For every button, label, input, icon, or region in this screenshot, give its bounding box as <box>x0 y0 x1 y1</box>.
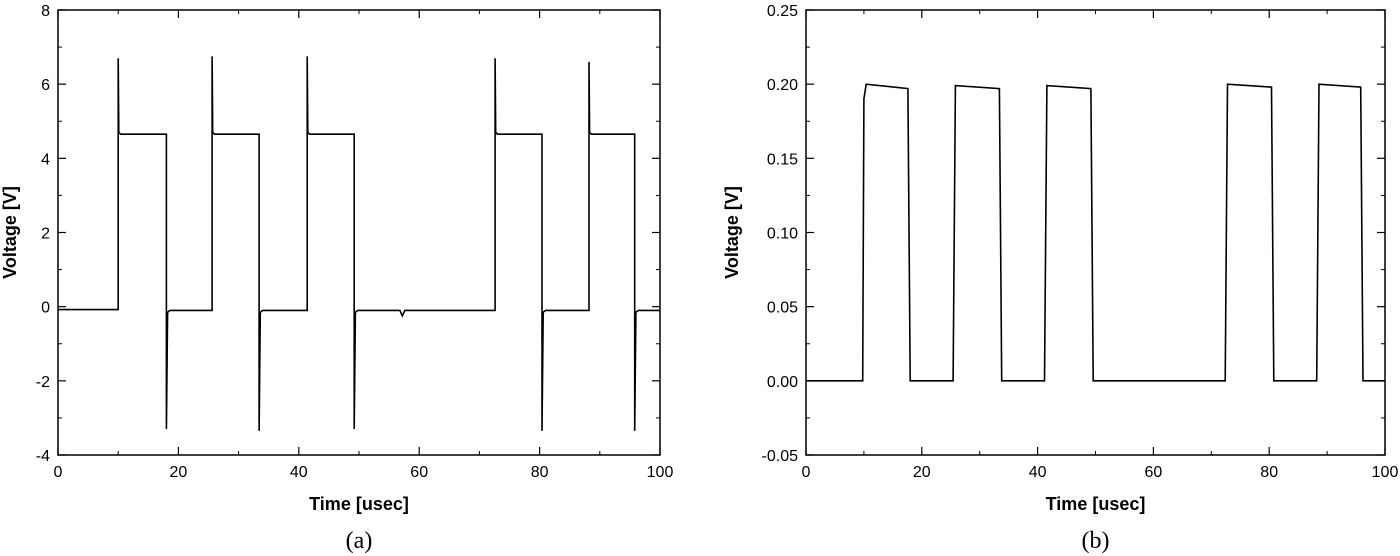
y-tick-label: -4 <box>36 448 50 465</box>
y-tick-label: 0.15 <box>767 151 798 168</box>
plot-frame <box>57 9 661 456</box>
x-tick-label: 60 <box>410 464 428 481</box>
x-tick-label: 40 <box>290 464 308 481</box>
y-tick-label: 6 <box>41 77 50 94</box>
x-tick-label: 80 <box>531 464 549 481</box>
x-tick-label: 60 <box>1145 464 1163 481</box>
panel-a: 0 20 40 60 80 100 -4 -2 0 2 4 6 8 Time [usec] Voltage … <box>0 3 673 554</box>
series-line <box>58 56 660 431</box>
x-tick-label: 20 <box>170 464 188 481</box>
panel-b: 0 20 40 60 80 100 -0.05 0.00 0.05 0.10 0.15 0.20 0.2… <box>722 3 1398 554</box>
y-tick-label: 0 <box>41 300 50 317</box>
x-tick-label: 80 <box>1260 464 1278 481</box>
y-tick-label: 4 <box>41 151 50 168</box>
x-tick-label: 100 <box>1372 464 1399 481</box>
x-axis-title: Time [usec] <box>309 494 409 514</box>
y-tick-label: 0.20 <box>767 77 798 94</box>
y-tick-label: -0.05 <box>762 448 799 465</box>
x-tick-label: 0 <box>54 464 63 481</box>
y-tick-label: 0.10 <box>767 226 798 243</box>
x-tick-label: 0 <box>802 464 811 481</box>
y-axis-title: Voltage [V] <box>0 186 20 279</box>
panel-caption: (a) <box>346 528 373 554</box>
series-line <box>806 83 1385 382</box>
x-tick-label: 40 <box>1029 464 1047 481</box>
y-axis-title: Voltage [V] <box>722 186 742 279</box>
x-tick-label: 100 <box>647 464 674 481</box>
y-tick-label: 0.25 <box>767 3 798 20</box>
panel-caption: (b) <box>1082 528 1110 554</box>
x-axis-title: Time [usec] <box>1046 494 1146 514</box>
y-tick-label: 0.05 <box>767 300 798 317</box>
y-tick-label: 2 <box>41 226 50 243</box>
y-tick-label: 8 <box>41 3 50 20</box>
y-tick-label: -2 <box>36 374 50 391</box>
plot-frame <box>805 9 1386 456</box>
x-tick-label: 20 <box>913 464 931 481</box>
y-tick-label: 0.00 <box>767 374 798 391</box>
